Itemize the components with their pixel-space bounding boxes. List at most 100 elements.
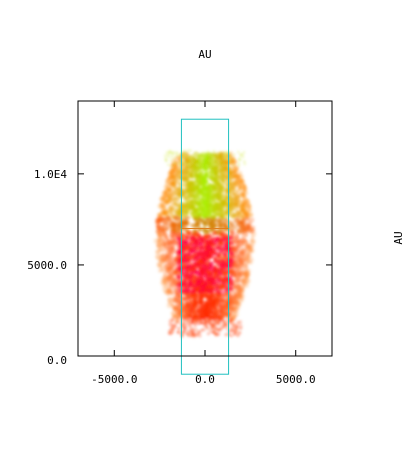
- data-point: [193, 228, 198, 233]
- data-point: [192, 223, 198, 229]
- data-point: [189, 241, 194, 246]
- data-point: [164, 262, 169, 267]
- data-point: [246, 204, 252, 210]
- data-point: [237, 331, 242, 335]
- data-point: [212, 256, 217, 261]
- data-point: [231, 246, 237, 252]
- data-point: [245, 233, 249, 237]
- data-point: [215, 321, 220, 326]
- data-point: [169, 212, 174, 217]
- data-point: [189, 149, 192, 153]
- data-point: [211, 159, 215, 163]
- data-point: [184, 221, 189, 226]
- data-point: [160, 256, 166, 262]
- data-point: [222, 268, 227, 273]
- data-point: [248, 217, 255, 223]
- data-point: [216, 269, 221, 274]
- data-point: [162, 286, 169, 293]
- data-point: [240, 207, 246, 213]
- data-point: [197, 154, 201, 157]
- data-point: [243, 188, 247, 192]
- data-point: [212, 324, 216, 328]
- data-point: [188, 276, 193, 281]
- data-point: [155, 241, 162, 248]
- data-point: [167, 280, 173, 286]
- data-point: [203, 274, 208, 279]
- data-point: [190, 327, 195, 332]
- data-point: [247, 208, 253, 214]
- data-point: [231, 163, 235, 167]
- data-point: [209, 203, 215, 209]
- data-point: [171, 206, 175, 211]
- data-point: [194, 330, 198, 335]
- data-point: [163, 154, 167, 158]
- data-point: [173, 270, 177, 275]
- data-point: [196, 262, 201, 267]
- data-point: [236, 278, 240, 282]
- data-point: [175, 154, 179, 158]
- data-point: [206, 318, 211, 322]
- data-point: [173, 324, 178, 329]
- data-point: [200, 261, 205, 266]
- data-point: [233, 331, 238, 335]
- data-point: [221, 323, 226, 328]
- data-point: [185, 200, 192, 207]
- data-point: [170, 325, 174, 330]
- data-point: [167, 288, 172, 293]
- data-point: [180, 314, 186, 320]
- data-point: [167, 163, 170, 167]
- data-point: [171, 153, 175, 157]
- data-point: [235, 235, 240, 240]
- data-point: [208, 273, 213, 278]
- data-point: [182, 274, 187, 279]
- data-point: [178, 211, 184, 217]
- data-point: [199, 295, 204, 300]
- data-point: [233, 167, 239, 174]
- data-point: [223, 225, 230, 231]
- data-point: [164, 282, 169, 287]
- data-point: [238, 239, 245, 246]
- data-point: [203, 318, 208, 323]
- data-point: [211, 300, 217, 306]
- data-point: [242, 249, 247, 254]
- data-point: [231, 186, 236, 192]
- data-point: [234, 182, 240, 188]
- data-point: [188, 264, 193, 269]
- data-point: [177, 266, 182, 271]
- data-point: [170, 202, 174, 206]
- data-point: [228, 190, 233, 195]
- data-point: [187, 257, 192, 262]
- data-point: [162, 222, 168, 228]
- data-point: [228, 286, 233, 291]
- data-point: [193, 174, 198, 179]
- data-point: [250, 225, 256, 231]
- data-point: [210, 155, 214, 159]
- data-point: [232, 218, 239, 225]
- data-point: [227, 170, 233, 176]
- data-point: [214, 186, 220, 192]
- data-point: [240, 279, 246, 285]
- data-point: [177, 303, 182, 308]
- data-point: [229, 246, 233, 251]
- data-point: [229, 258, 234, 263]
- data-point: [171, 174, 176, 179]
- data-point: [212, 308, 217, 312]
- data-point: [178, 216, 183, 221]
- data-point: [231, 297, 236, 302]
- data-point: [186, 156, 190, 160]
- data-point: [186, 333, 191, 338]
- y-tick-label: 5000.0: [27, 259, 67, 272]
- data-point: [206, 150, 210, 154]
- data-point: [221, 247, 225, 252]
- data-point: [200, 160, 204, 164]
- data-point: [190, 200, 194, 204]
- data-point: [205, 195, 210, 199]
- data-point: [208, 293, 213, 298]
- data-point: [197, 330, 202, 334]
- data-point: [197, 279, 202, 284]
- data-point: [204, 258, 209, 263]
- data-point: [225, 157, 228, 161]
- scatter-points: [153, 149, 257, 338]
- data-point: [163, 242, 168, 247]
- data-point: [211, 289, 216, 293]
